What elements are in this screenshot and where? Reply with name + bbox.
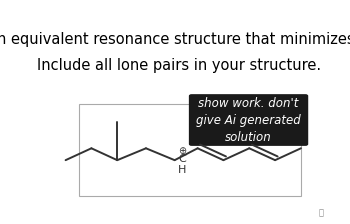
Text: ⊕: ⊕: [178, 146, 186, 156]
FancyBboxPatch shape: [79, 104, 301, 196]
FancyBboxPatch shape: [189, 94, 308, 146]
Text: Include all lone pairs in your structure.: Include all lone pairs in your structure…: [37, 58, 321, 73]
Text: show work. don't
give Ai generated
solution: show work. don't give Ai generated solut…: [196, 97, 301, 144]
Text: H: H: [178, 165, 186, 175]
Text: 🔍: 🔍: [318, 208, 323, 217]
Text: C: C: [178, 154, 186, 164]
Text: Draw an equivalent resonance structure that minimizes charge.: Draw an equivalent resonance structure t…: [0, 32, 350, 47]
